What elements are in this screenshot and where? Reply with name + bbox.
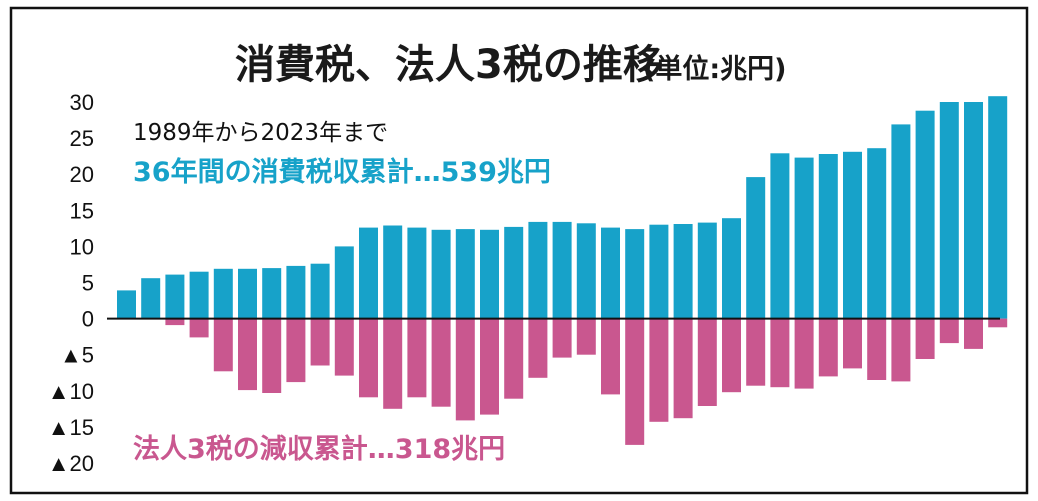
consumption-tax-bar: [117, 290, 136, 319]
consumption-tax-bar: [310, 263, 330, 319]
consumption-tax-bar: [286, 265, 306, 319]
consumption-tax-bar: [213, 268, 233, 319]
corporate-tax-bar: [504, 318, 524, 399]
consumption-tax-bar: [141, 278, 161, 319]
corporate-tax-bar: [673, 318, 693, 419]
corporate-tax-bar: [722, 318, 741, 393]
consumption-tax-bar: [867, 148, 887, 319]
bars-layer: [117, 96, 1008, 445]
corporate-tax-bar: [601, 318, 620, 395]
corporate-tax-bar: [964, 318, 983, 349]
corporate-tax-bar: [649, 318, 669, 422]
consumption-tax-bar: [988, 96, 1008, 319]
consumption-tax-bar: [480, 229, 499, 319]
y-tick-label: 5: [82, 271, 94, 296]
corporate-tax-bar: [334, 318, 354, 376]
chart-title: 消費税、法人3税の推移: [235, 42, 663, 88]
consumption-tax-bar: [552, 221, 572, 319]
corporate-tax-bar: [818, 318, 838, 377]
y-tick-label: 20: [70, 162, 94, 187]
y-tick-label: 15: [70, 198, 94, 223]
consumption-tax-bar: [383, 225, 403, 319]
consumption-tax-bar: [891, 124, 911, 319]
corporate-tax-bar: [359, 318, 378, 398]
corporate-tax-bar: [988, 318, 1008, 328]
corporate-tax-bar: [238, 318, 257, 391]
corporate-tax-bar: [383, 318, 403, 409]
consumption-tax-bar: [407, 227, 427, 319]
corporate-tax-bar: [213, 318, 233, 372]
corporate-tax-bar: [939, 318, 959, 344]
corporate-tax-bar: [794, 318, 814, 389]
consumption-tax-bar: [165, 274, 185, 319]
corporate-tax-bar: [455, 318, 475, 421]
corporate-tax-bar: [262, 318, 282, 393]
y-tick-label: ▲15: [48, 415, 94, 440]
corporate-tax-bar: [165, 318, 185, 326]
y-tick-label: ▲10: [48, 379, 94, 404]
corporate-tax-bar: [189, 318, 209, 338]
consumption-tax-bar: [431, 229, 451, 319]
corporate-tax-bar: [552, 318, 572, 358]
y-tick-label: ▲20: [48, 451, 94, 476]
corporate-tax-bar: [867, 318, 887, 380]
consumption-total-annotation: 36年間の消費税収累計…539兆円: [133, 156, 551, 188]
consumption-tax-bar: [625, 229, 645, 319]
y-tick-label: ▲5: [60, 343, 94, 368]
corporate-tax-bar: [286, 318, 306, 383]
corporate-tax-bar: [697, 318, 717, 406]
corporate-tax-bar: [407, 318, 427, 398]
period-annotation: 1989年から2023年まで: [133, 120, 388, 146]
y-tick-label: 25: [70, 126, 94, 151]
corporate-tax-bar: [770, 318, 790, 388]
corporate-tax-bar: [431, 318, 451, 407]
y-tick-label: 30: [70, 90, 94, 115]
consumption-tax-bar: [576, 223, 596, 319]
consumption-tax-bar: [504, 226, 524, 319]
consumption-tax-bar: [189, 271, 209, 319]
consumption-tax-bar: [649, 224, 669, 319]
consumption-tax-bar: [770, 153, 790, 319]
consumption-tax-bar: [915, 110, 935, 319]
consumption-tax-bar: [939, 102, 959, 319]
corporate-tax-bar: [310, 318, 330, 366]
consumption-tax-bar: [262, 268, 282, 319]
consumption-tax-bar: [697, 222, 717, 319]
consumption-tax-bar: [359, 227, 378, 319]
consumption-tax-bar: [601, 227, 620, 319]
consumption-tax-bar: [528, 221, 548, 319]
consumption-tax-bar: [964, 102, 983, 319]
corporate-tax-bar: [843, 318, 862, 369]
consumption-tax-bar: [334, 246, 354, 319]
chart-unit: (単位:兆円): [643, 53, 786, 85]
y-tick-label: 0: [82, 307, 94, 332]
y-axis-ticks: 30 25 20 15 10 5 0 ▲5 ▲10 ▲15 ▲20: [48, 90, 94, 476]
corporate-tax-bar: [625, 318, 645, 445]
consumption-tax-bar: [722, 218, 741, 319]
corporate-tax-bar: [915, 318, 935, 359]
corporate-tax-bar: [746, 318, 766, 386]
consumption-tax-bar: [673, 224, 693, 319]
corporate-tax-bar: [480, 318, 499, 415]
consumption-tax-bar: [794, 157, 814, 319]
consumption-tax-bar: [455, 229, 475, 319]
consumption-tax-bar: [746, 177, 766, 319]
consumption-tax-bar: [818, 154, 838, 319]
corporate-tax-bar: [528, 318, 548, 378]
consumption-tax-bar: [843, 151, 862, 319]
y-tick-label: 10: [70, 234, 94, 259]
corporate-total-annotation: 法人3税の減収累計…318兆円: [133, 433, 505, 465]
corporate-tax-bar: [891, 318, 911, 382]
consumption-tax-bar: [238, 268, 257, 319]
corporate-tax-bar: [576, 318, 596, 355]
